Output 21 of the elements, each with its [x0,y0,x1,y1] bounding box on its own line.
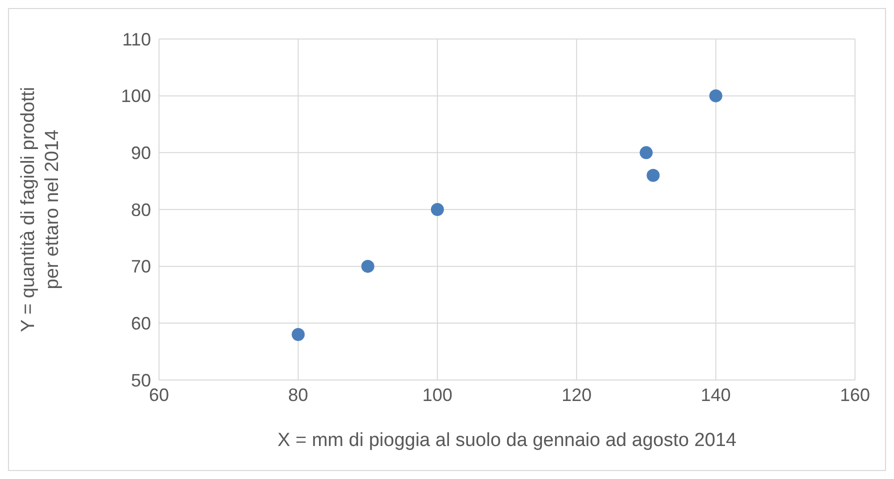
x-tick-label: 140 [700,384,731,405]
x-tick-label: 60 [148,384,170,405]
y-tick-label: 100 [120,86,151,106]
point [430,203,444,216]
point [361,260,374,273]
x-axis-title: X = mm di pioggia al suolo da gennaio ad agosto 2014 [278,430,737,451]
point [709,89,722,102]
x-tick-label: 120 [562,384,592,405]
point [646,168,660,182]
y-tick-label: 110 [122,29,151,50]
y-tick-label: 80 [130,200,151,220]
x-tick-label: 80 [288,384,308,405]
y-axis-title: Y = quantità di fagioli prodotti per ettaro nel 2014 [18,86,63,332]
x-tick-label: 100 [422,384,452,405]
y-tick-label: 70 [130,256,151,277]
point [292,328,305,342]
y-tick-label: 90 [130,143,151,164]
x-tick-label: 160 [840,384,870,405]
y-tick-label: 50 [130,370,151,390]
y-tick-label: 60 [130,314,151,334]
point [640,146,653,160]
